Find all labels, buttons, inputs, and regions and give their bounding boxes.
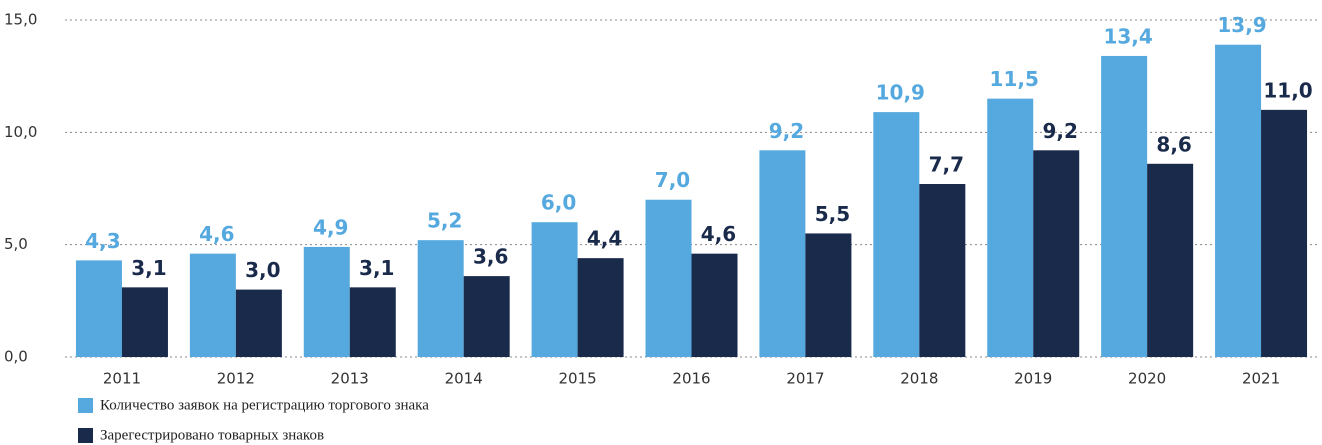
x-tick-label: 2015	[558, 370, 596, 388]
value-label: 3,0	[245, 258, 280, 282]
value-label: 11,5	[990, 67, 1039, 91]
bar	[1147, 163, 1194, 357]
x-tick-label: 2021	[1242, 370, 1280, 388]
value-label: 9,2	[1043, 119, 1078, 143]
value-label: 13,9	[1217, 13, 1266, 37]
x-tick-label: 2016	[672, 370, 710, 388]
value-label: 3,6	[473, 245, 508, 269]
y-tick-label: 5,0	[4, 235, 28, 253]
value-label: 13,4	[1103, 24, 1152, 48]
bar	[805, 233, 852, 357]
bar	[75, 260, 122, 357]
value-label: 5,5	[815, 202, 850, 226]
value-label: 4,3	[85, 229, 120, 253]
x-tick-label: 2014	[445, 370, 483, 388]
bar	[873, 112, 920, 357]
bar	[645, 199, 692, 357]
bar	[121, 287, 168, 357]
value-label: 11,0	[1263, 78, 1312, 102]
value-label: 9,2	[769, 119, 804, 143]
bar	[417, 240, 464, 357]
value-label: 3,1	[131, 256, 166, 280]
y-tick-label: 15,0	[4, 11, 37, 29]
value-label: 7,0	[655, 168, 690, 192]
bar	[1215, 44, 1262, 358]
bar	[577, 258, 624, 357]
bar	[759, 150, 806, 357]
bar	[1261, 109, 1308, 357]
x-tick-label: 2019	[1014, 370, 1052, 388]
legend-swatch	[78, 398, 93, 413]
value-label: 4,4	[587, 227, 622, 251]
legend-label: Зарегестрировано товарных знаков	[100, 427, 324, 443]
bar	[987, 98, 1034, 357]
bar	[531, 222, 578, 357]
bar	[463, 276, 510, 357]
legend-label: Количество заявок на регистрацию торгово…	[100, 397, 429, 413]
value-label: 4,6	[199, 222, 234, 246]
x-tick-label: 2020	[1128, 370, 1166, 388]
bar	[919, 184, 966, 357]
value-label: 7,7	[929, 153, 964, 177]
value-label: 3,1	[359, 256, 394, 280]
y-tick-label: 10,0	[4, 123, 37, 141]
value-label: 10,9	[876, 81, 925, 105]
bar	[189, 253, 236, 357]
legend-swatch	[78, 428, 93, 443]
bar	[691, 253, 738, 357]
bar	[1033, 150, 1080, 357]
x-tick-label: 2011	[103, 370, 141, 388]
value-label: 6,0	[541, 191, 576, 215]
bar	[303, 246, 350, 357]
value-label: 4,6	[701, 222, 736, 246]
bar	[235, 289, 282, 357]
x-tick-label: 2012	[217, 370, 255, 388]
x-tick-label: 2018	[900, 370, 938, 388]
value-label: 5,2	[427, 209, 462, 233]
x-tick-label: 2013	[331, 370, 369, 388]
bar	[1101, 55, 1148, 358]
bar	[349, 287, 396, 357]
value-label: 4,9	[313, 215, 348, 239]
x-tick-label: 2017	[786, 370, 824, 388]
y-tick-label: 0,0	[4, 348, 28, 366]
value-label: 8,6	[1156, 132, 1191, 156]
